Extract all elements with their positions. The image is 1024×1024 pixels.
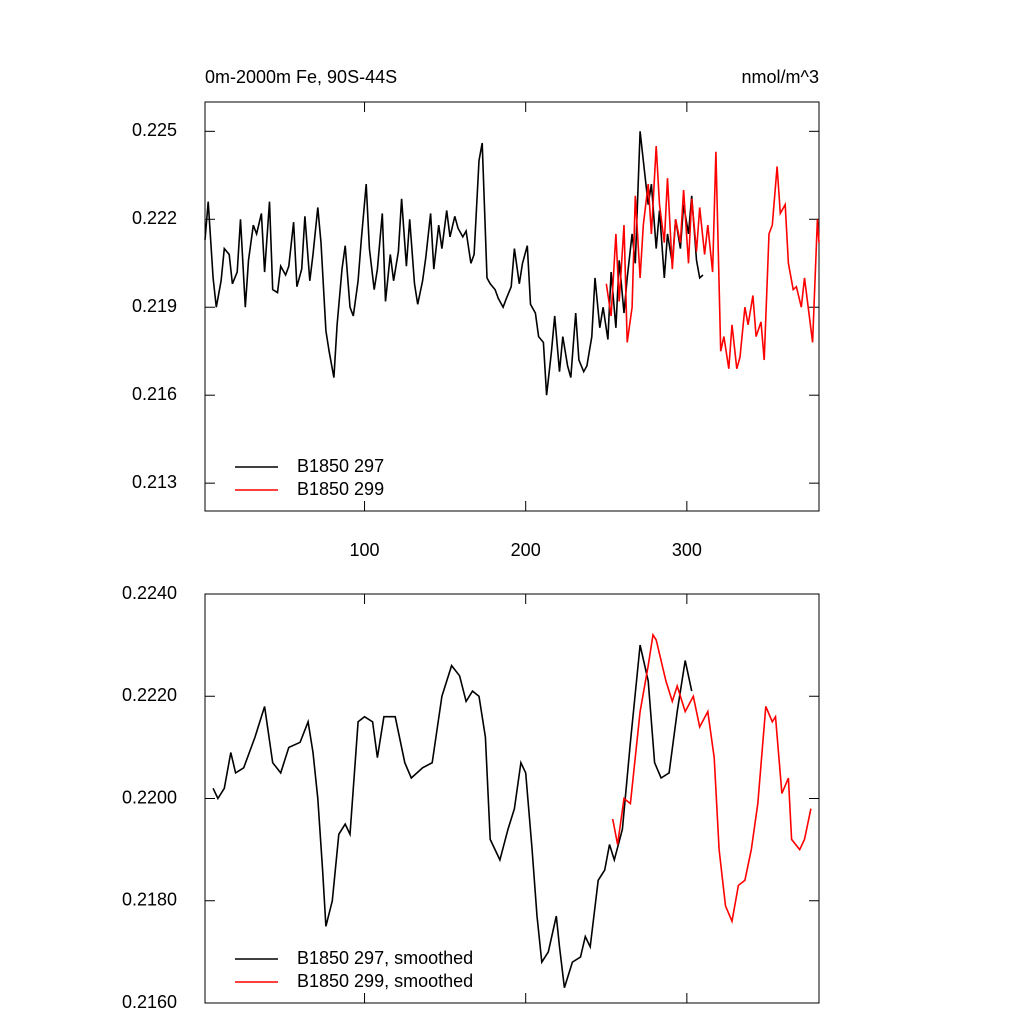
y-tick-label: 0.2240	[122, 583, 177, 603]
data-line	[204, 131, 704, 396]
y-tick-label: 0.219	[132, 296, 177, 316]
y-tick-label: 0.213	[132, 472, 177, 492]
y-tick-label: 0.222	[132, 208, 177, 228]
data-line	[212, 644, 693, 988]
y-tick-label: 0.2180	[122, 890, 177, 910]
data-line	[611, 632, 812, 924]
y-tick-label: 0.2160	[122, 992, 177, 1012]
x-tick-label: 200	[511, 540, 541, 560]
legend-label: B1850 299	[297, 479, 384, 499]
y-tick-label: 0.2220	[122, 685, 177, 705]
plot-frame	[204, 101, 820, 512]
units-label: nmol/m^3	[742, 67, 819, 87]
y-tick-label: 0.225	[132, 120, 177, 140]
legend-label: B1850 297, smoothed	[297, 948, 473, 968]
legend-label: B1850 299, smoothed	[297, 971, 473, 991]
x-tick-label: 300	[672, 540, 702, 560]
y-tick-label: 0.2200	[122, 787, 177, 807]
legend-label: B1850 297	[297, 456, 384, 476]
data-line	[605, 145, 820, 370]
y-tick-label: 0.216	[132, 384, 177, 404]
plot-frame	[204, 593, 820, 1004]
x-tick-label: 100	[350, 540, 380, 560]
chart-title: 0m-2000m Fe, 90S-44S	[205, 67, 397, 87]
